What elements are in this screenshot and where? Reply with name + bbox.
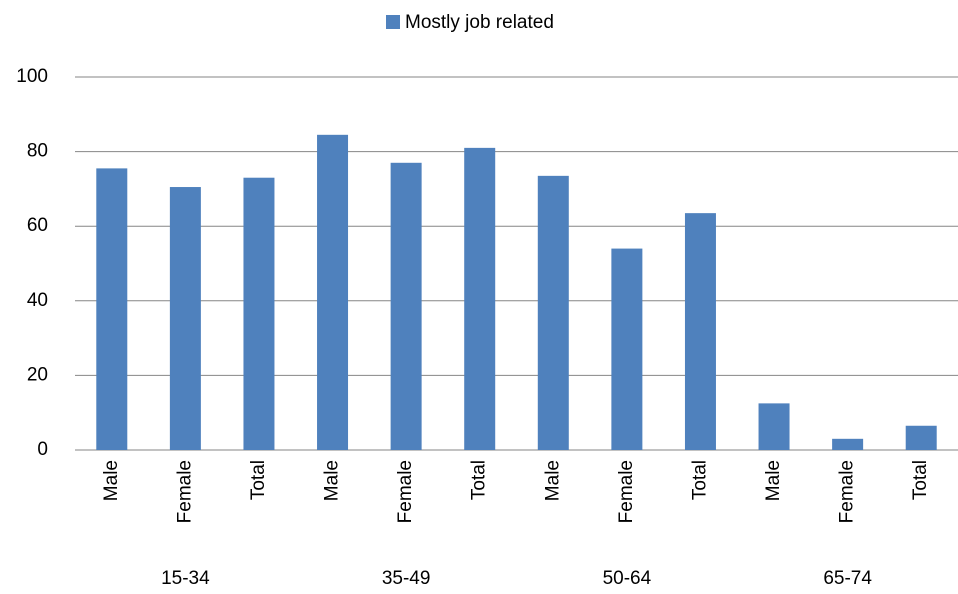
- x-tick-label: Male: [101, 460, 122, 501]
- x-tick-label: Total: [248, 460, 269, 500]
- bar: [537, 175, 569, 450]
- legend-swatch: [386, 15, 400, 29]
- bar: [832, 438, 864, 450]
- x-tick-label: Male: [322, 460, 343, 501]
- bar: [390, 162, 422, 451]
- bar: [684, 213, 716, 450]
- group-label: 50-64: [603, 568, 652, 589]
- x-tick-label: Female: [174, 460, 195, 523]
- bar: [243, 177, 275, 450]
- x-tick-label: Female: [395, 460, 416, 523]
- group-label: 65-74: [823, 568, 872, 589]
- y-tick-label: 100: [16, 66, 48, 87]
- x-tick-label: Female: [837, 460, 858, 523]
- x-tick-label: Female: [616, 460, 637, 523]
- x-tick-label: Male: [542, 460, 563, 501]
- group-label: 35-49: [382, 568, 431, 589]
- x-tick-label: Total: [469, 460, 490, 500]
- y-tick-label: 80: [27, 141, 48, 162]
- group-label: 15-34: [161, 568, 210, 589]
- bar: [317, 134, 349, 450]
- y-tick-label: 40: [27, 290, 48, 311]
- bar: [464, 147, 496, 450]
- y-tick-label: 20: [27, 364, 48, 385]
- x-tick-label: Total: [910, 460, 931, 500]
- x-tick-label: Total: [689, 460, 710, 500]
- bar: [169, 187, 201, 450]
- bar: [96, 168, 128, 450]
- bar: [611, 248, 643, 450]
- y-tick-label: 60: [27, 215, 48, 236]
- bar: [758, 403, 790, 450]
- bar: [905, 425, 937, 450]
- y-tick-label: 0: [37, 439, 48, 460]
- legend-label: Mostly job related: [405, 12, 554, 33]
- x-tick-label: Male: [763, 460, 784, 501]
